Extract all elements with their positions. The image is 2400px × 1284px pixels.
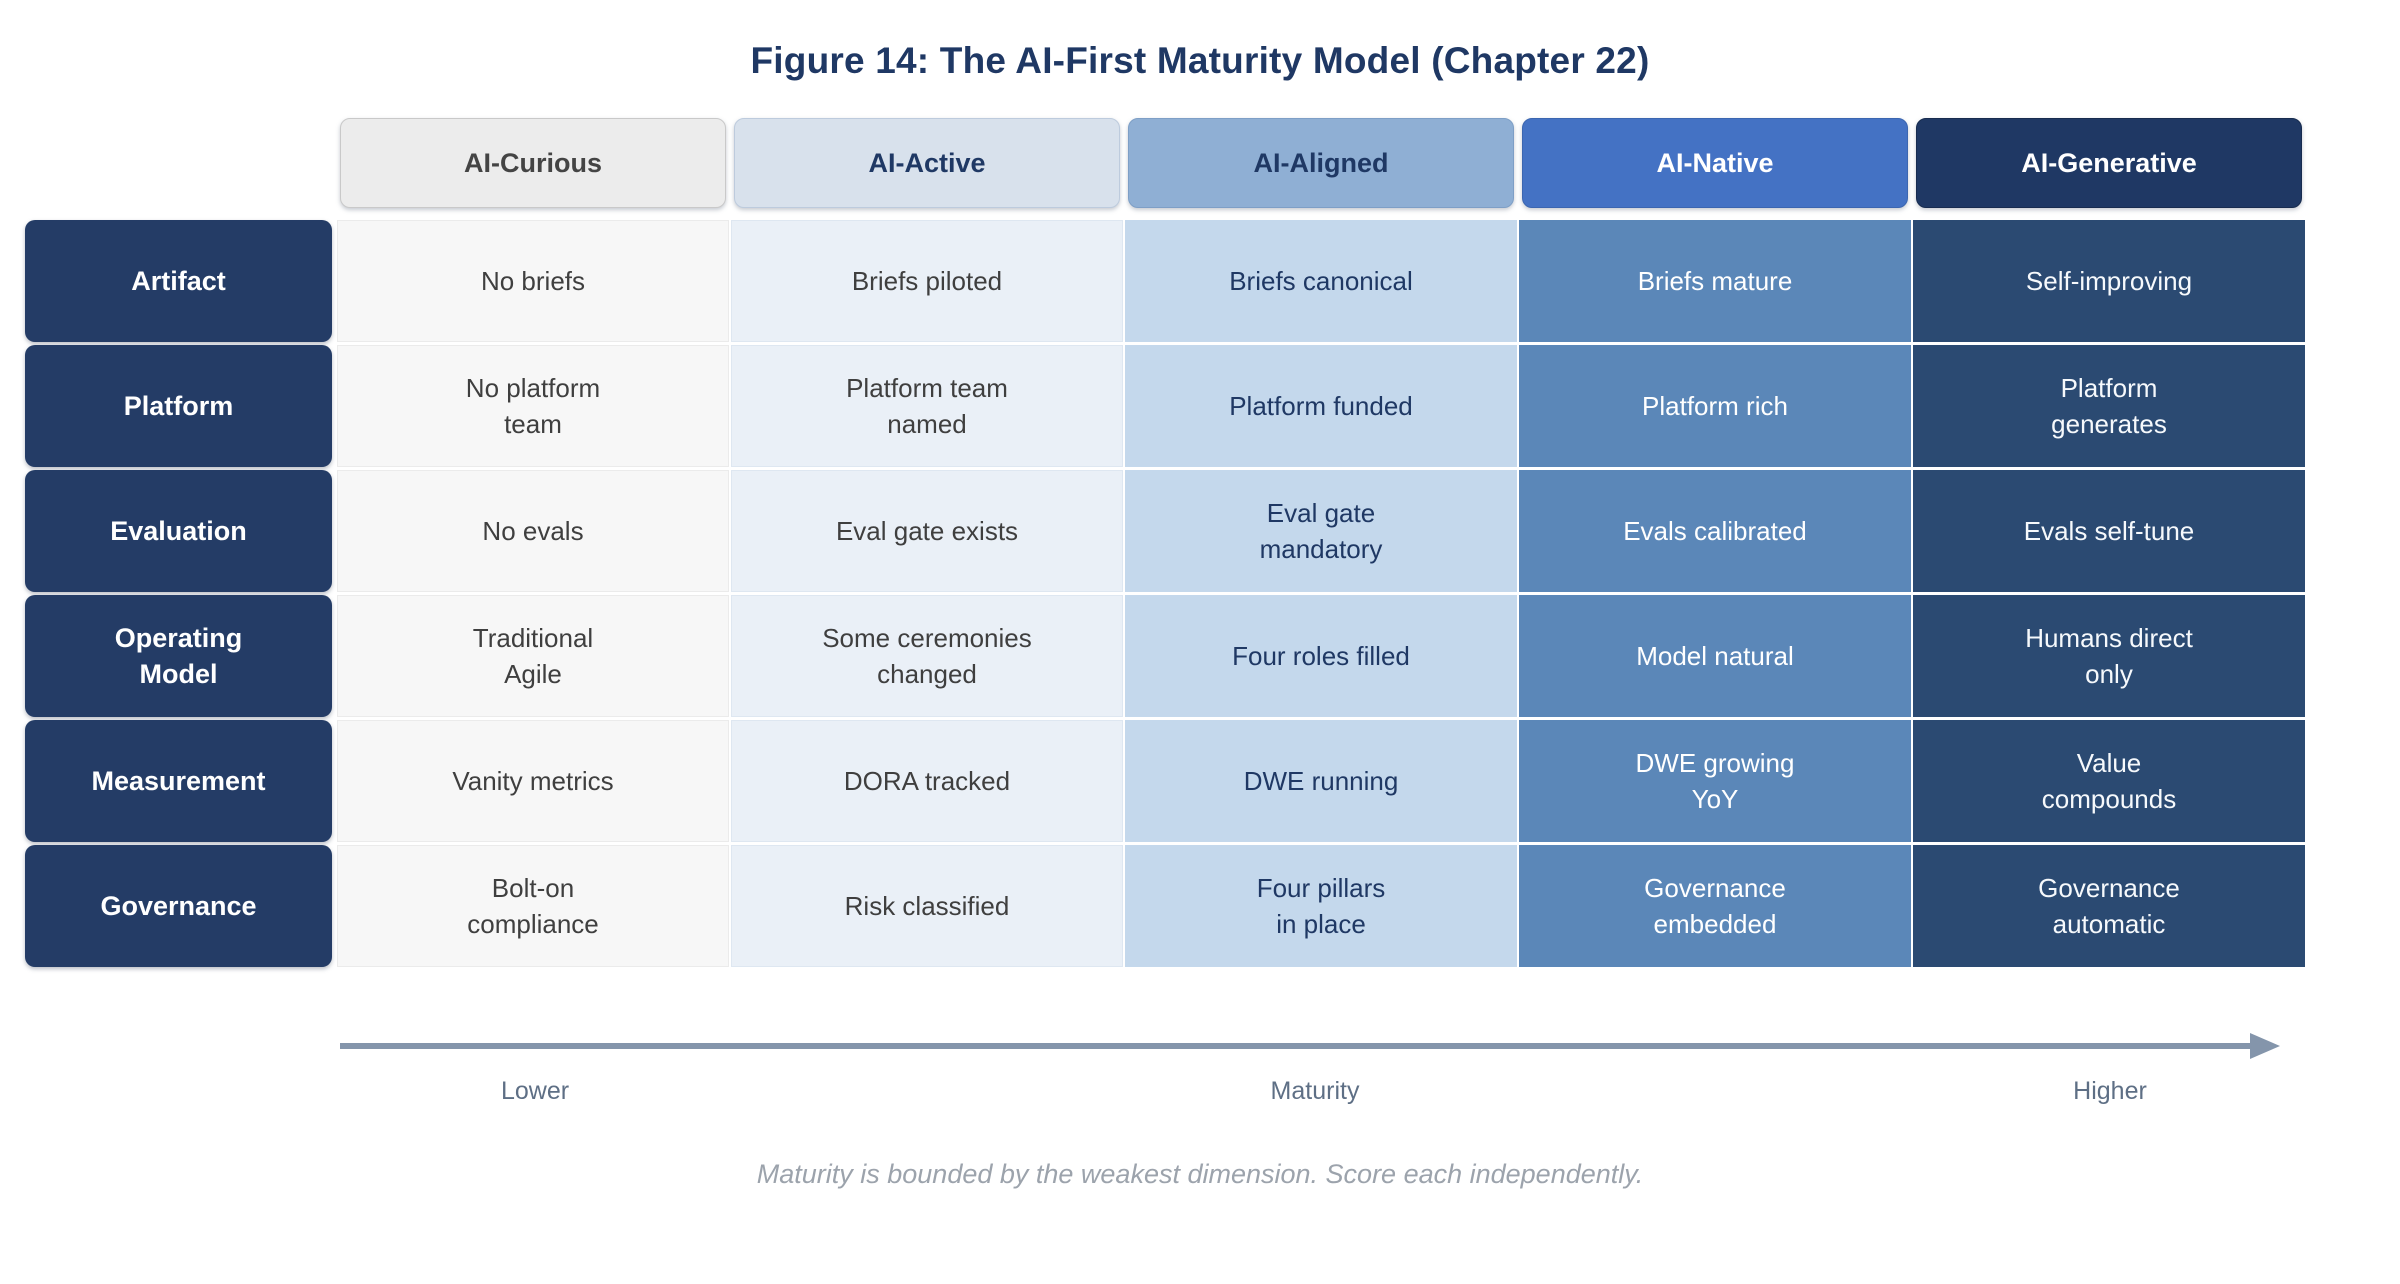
matrix-cell: Eval gate mandatory (1125, 470, 1517, 592)
corner-spacer (25, 118, 335, 208)
column-header-ai-generative: AI-Generative (1916, 118, 2302, 208)
matrix-cell: No platform team (337, 345, 729, 467)
matrix-cell: Briefs canonical (1125, 220, 1517, 342)
matrix-cell: Briefs piloted (731, 220, 1123, 342)
matrix-cell: Platform team named (731, 345, 1123, 467)
row-header-platform: Platform (25, 345, 332, 467)
figure-footnote: Maturity is bounded by the weakest dimen… (756, 1159, 1644, 1189)
arrow-right-icon (2250, 1033, 2280, 1059)
maturity-axis (340, 1033, 2280, 1059)
row-header-artifact: Artifact (25, 220, 332, 342)
matrix-cell: DORA tracked (731, 720, 1123, 842)
matrix-cell: Eval gate exists (731, 470, 1123, 592)
matrix-cell: Humans direct only (1913, 595, 2305, 717)
matrix-cell: Value compounds (1913, 720, 2305, 842)
figure-title: Figure 14: The AI-First Maturity Model (… (750, 40, 1650, 81)
matrix-cell: Briefs mature (1519, 220, 1911, 342)
matrix-cell: Four roles filled (1125, 595, 1517, 717)
matrix-cell: No evals (337, 470, 729, 592)
axis-label-maturity: Maturity (1270, 1077, 1360, 1105)
axis-labels: Lower Maturity Higher (0, 1077, 2400, 1111)
matrix-cell: Four pillars in place (1125, 845, 1517, 967)
matrix-cell: No briefs (337, 220, 729, 342)
column-header-ai-native: AI-Native (1522, 118, 1908, 208)
axis-label-higher: Higher (2073, 1077, 2147, 1105)
matrix-cell: DWE growing YoY (1519, 720, 1911, 842)
column-header-ai-aligned: AI-Aligned (1128, 118, 1514, 208)
maturity-matrix: AI-Curious AI-Active AI-Aligned AI-Nativ… (25, 118, 2305, 967)
matrix-cell: Platform generates (1913, 345, 2305, 467)
row-header-evaluation: Evaluation (25, 470, 332, 592)
matrix-cell: Bolt-on compliance (337, 845, 729, 967)
column-header-ai-curious: AI-Curious (340, 118, 726, 208)
row-header-operating-model: Operating Model (25, 595, 332, 717)
column-header-row: AI-Curious AI-Active AI-Aligned AI-Nativ… (25, 118, 2305, 208)
matrix-cell: DWE running (1125, 720, 1517, 842)
column-header-ai-active: AI-Active (734, 118, 1120, 208)
matrix-cell: Platform rich (1519, 345, 1911, 467)
matrix-cell: Governance embedded (1519, 845, 1911, 967)
matrix-cell: Self-improving (1913, 220, 2305, 342)
matrix-cell: Evals calibrated (1519, 470, 1911, 592)
row-header-measurement: Measurement (25, 720, 332, 842)
matrix-body: Artifact No briefs Briefs piloted Briefs… (25, 220, 2305, 967)
matrix-cell: Model natural (1519, 595, 1911, 717)
matrix-cell: Vanity metrics (337, 720, 729, 842)
axis-line (340, 1043, 2254, 1049)
axis-label-lower: Lower (500, 1077, 570, 1105)
matrix-cell: Some ceremonies changed (731, 595, 1123, 717)
matrix-cell: Risk classified (731, 845, 1123, 967)
matrix-cell: Platform funded (1125, 345, 1517, 467)
matrix-cell: Governance automatic (1913, 845, 2305, 967)
matrix-cell: Evals self-tune (1913, 470, 2305, 592)
matrix-cell: Traditional Agile (337, 595, 729, 717)
row-header-governance: Governance (25, 845, 332, 967)
